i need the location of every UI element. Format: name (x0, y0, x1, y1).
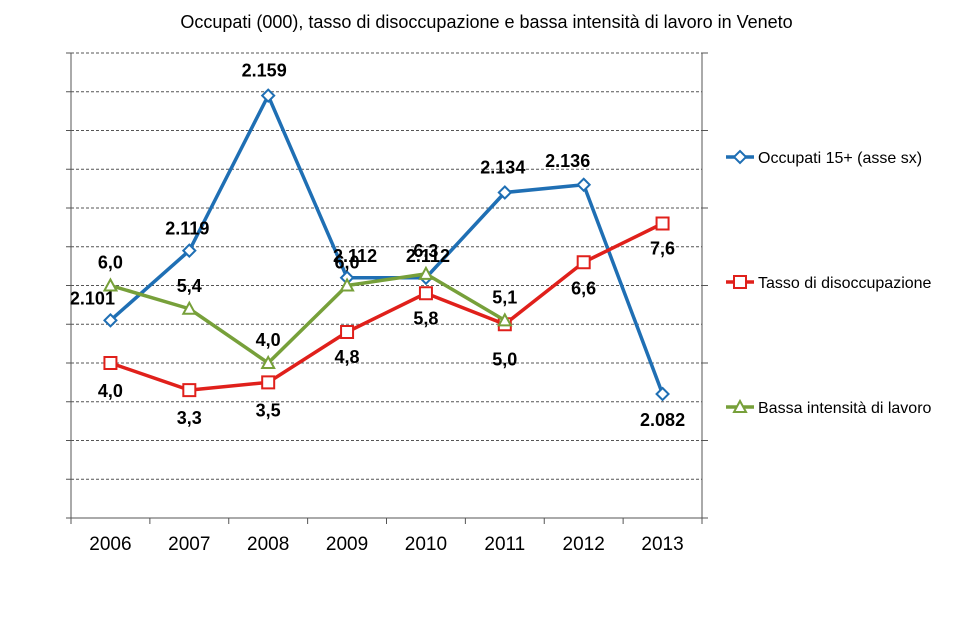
diamond-marker (655, 386, 670, 402)
x-tick-label: 2008 (247, 534, 289, 555)
diamond-marker (103, 312, 118, 328)
x-tick-label: 2010 (405, 534, 447, 555)
data-label: 5,1 (492, 287, 517, 307)
data-label: 4,0 (98, 381, 123, 401)
data-label: 2.112 (406, 246, 450, 266)
triangle-marker (497, 312, 513, 327)
diamond-marker (181, 243, 197, 259)
data-label: 6,3 (413, 241, 438, 261)
data-label: 2.136 (545, 151, 590, 171)
axes: 2006 2007 2008 2009 2010 2011 2012 2013 (66, 52, 708, 555)
chart-title: Occupati (000), tasso di disoccupazione … (180, 12, 793, 32)
data-label: 4,8 (335, 347, 360, 367)
data-labels: 2.101 2.119 2.159 2.112 2.112 2.134 2.136 2.082… (70, 61, 685, 430)
data-label: 3,5 (256, 400, 281, 420)
series-line-3 (109, 272, 506, 365)
x-tick-label: 2013 (641, 534, 683, 555)
data-label: 2.101 (70, 288, 115, 308)
data-label: 5,4 (177, 276, 202, 296)
square-marker (182, 383, 197, 398)
data-label: 5,0 (492, 349, 517, 369)
triangle-marker (181, 300, 197, 315)
x-tick-label: 2006 (89, 534, 131, 555)
triangle-marker (339, 277, 355, 292)
data-label: 3,3 (177, 408, 202, 428)
square-marker (103, 356, 118, 370)
square-marker (576, 255, 591, 270)
data-label: 2.134 (480, 158, 525, 178)
data-label: 2.159 (242, 61, 287, 81)
x-tick-label: 2007 (168, 534, 210, 555)
data-label: 4,0 (256, 330, 281, 350)
series-line-1 (109, 93, 665, 395)
data-label: 2.082 (640, 410, 685, 430)
triangle-marker (732, 398, 748, 413)
gridlines (71, 52, 702, 519)
data-label: 2.119 (165, 219, 209, 239)
x-tick-label: 2011 (484, 534, 525, 555)
data-label: 6,0 (98, 253, 123, 273)
series (102, 88, 670, 402)
triangle-marker (102, 277, 119, 292)
square-marker (733, 275, 747, 289)
triangle-marker (260, 354, 276, 369)
legend-label: Bassa intensità di lavoro (758, 400, 932, 417)
data-label: 6,6 (571, 278, 596, 298)
square-marker (418, 286, 433, 301)
triangle-marker (418, 265, 434, 280)
legend-label: Occupati 15+ (asse sx) (758, 150, 922, 167)
square-marker (261, 375, 276, 390)
series-line-2 (109, 221, 664, 392)
diamond-marker (732, 149, 748, 165)
data-label: 6,0 (335, 253, 360, 273)
data-label: 5,8 (413, 308, 438, 328)
data-label: 7,6 (650, 239, 675, 259)
x-tick-label: 2012 (563, 534, 605, 555)
legend-label: Tasso di disoccupazione (758, 275, 932, 292)
square-marker (655, 216, 670, 231)
square-marker (340, 325, 355, 339)
diamond-marker (576, 177, 592, 193)
legend: Occupati 15+ (asse sx) Tasso di disoccupa… (726, 149, 932, 417)
data-label: 2.112 (333, 246, 377, 266)
diamond-marker (497, 185, 513, 200)
diamond-marker (260, 88, 276, 104)
x-tick-label: 2009 (326, 534, 368, 555)
